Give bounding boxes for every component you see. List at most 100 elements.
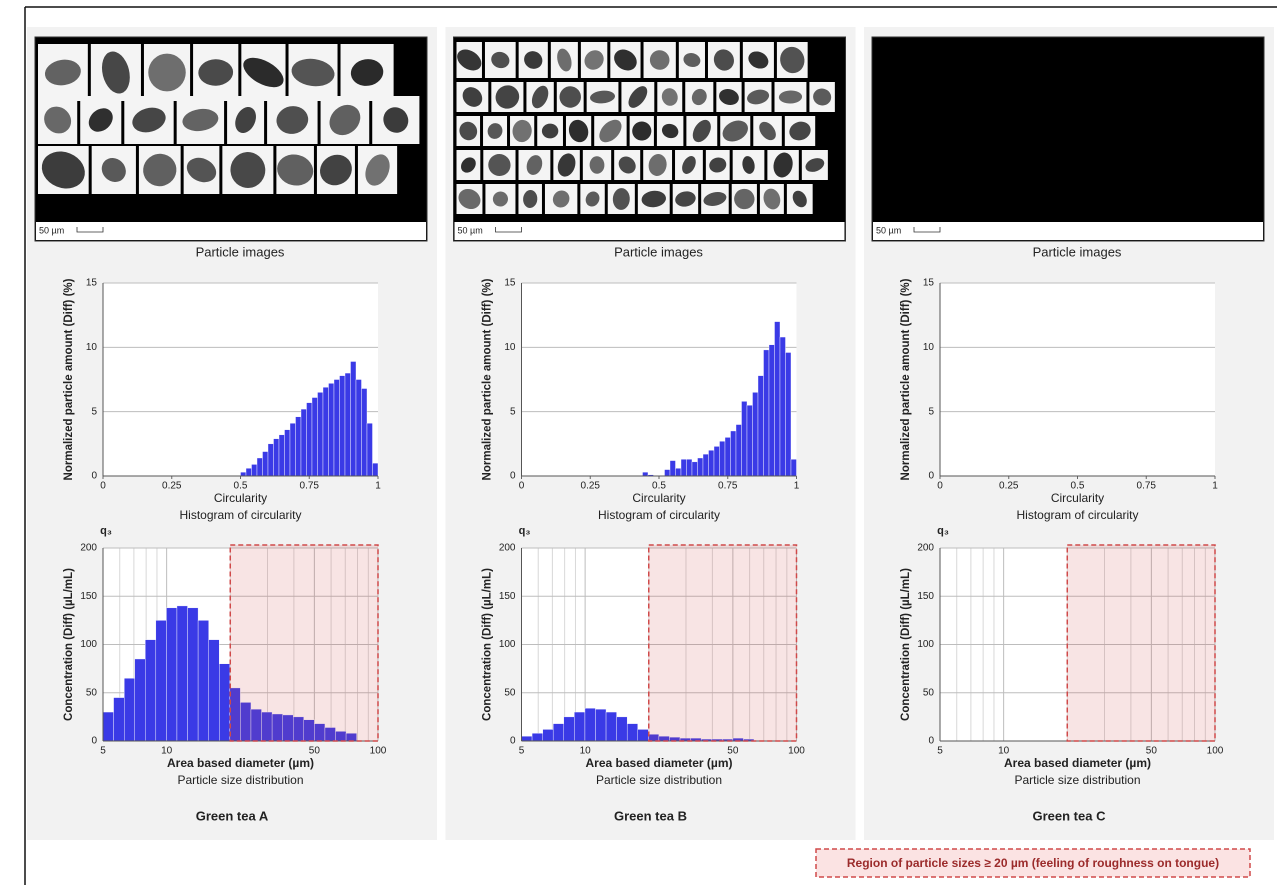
bar — [134, 658, 146, 742]
scale-bar — [913, 227, 941, 233]
bar — [251, 464, 258, 477]
bar — [702, 453, 709, 477]
bar — [145, 639, 157, 742]
y-tick-label: 0 — [510, 736, 516, 747]
bar — [328, 383, 335, 477]
particle — [461, 157, 476, 173]
y-tick-label: 150 — [917, 591, 934, 602]
particle — [557, 48, 572, 72]
bar — [664, 469, 671, 477]
bar — [339, 375, 346, 477]
y-axis-label: Concentration (Diff) (µL/mL) — [482, 568, 494, 721]
particle — [458, 188, 481, 210]
particle — [683, 52, 701, 68]
scale-bar — [76, 227, 104, 233]
x-tick-label: 0.5 — [234, 481, 248, 492]
bar — [124, 678, 135, 742]
bar — [300, 408, 307, 477]
x-axis-label: Circularity — [214, 491, 267, 505]
bar — [779, 336, 786, 477]
particle — [101, 51, 130, 94]
particle — [132, 107, 166, 133]
particle — [41, 151, 85, 189]
bar — [333, 379, 340, 477]
particle — [329, 104, 361, 136]
particle — [457, 49, 482, 71]
bar — [563, 716, 575, 742]
scale-bar — [495, 227, 522, 233]
particle — [559, 86, 581, 108]
y-tick-label: 5 — [510, 406, 516, 417]
bar — [752, 392, 759, 477]
bar — [521, 735, 533, 742]
chart-caption: Histogram of circularity — [1016, 508, 1138, 522]
particle — [526, 155, 543, 175]
x-tick-label: 100 — [370, 746, 387, 757]
x-tick-label: 0.5 — [1071, 481, 1085, 492]
particle — [759, 121, 776, 141]
x-tick-label: 5 — [100, 746, 106, 757]
particle — [584, 50, 604, 70]
x-tick-label: 0.75 — [718, 481, 738, 492]
particle — [531, 85, 549, 109]
particle — [713, 49, 734, 71]
scale-strip — [454, 222, 845, 240]
y-axis-label: Normalized particle amount (Diff) (%) — [900, 278, 912, 480]
bar — [763, 349, 770, 477]
y-axis-label: Normalized particle amount (Diff) (%) — [482, 278, 494, 480]
bar — [113, 697, 125, 742]
y-tick-label: 200 — [499, 543, 516, 554]
particle — [44, 106, 72, 134]
bar — [295, 416, 302, 477]
y-tick-label: 0 — [928, 471, 934, 482]
particle — [614, 49, 637, 71]
bar — [605, 711, 617, 742]
particle — [350, 59, 384, 86]
x-axis-label: Area based diameter (µm) — [586, 756, 733, 770]
particle — [459, 121, 478, 141]
scale-strip — [873, 222, 1263, 240]
particle — [612, 188, 630, 210]
y-tick-label: 15 — [504, 278, 516, 289]
bar — [240, 471, 247, 477]
highlight-region — [1066, 544, 1216, 742]
bar — [372, 462, 379, 477]
bar — [256, 457, 263, 477]
image-caption: Particle images — [196, 244, 285, 259]
bar — [187, 607, 199, 742]
x-tick-label: 0.25 — [581, 481, 601, 492]
scale-strip — [36, 222, 426, 240]
y-tick-label: 10 — [86, 342, 98, 353]
x-tick-label: 0.25 — [999, 481, 1019, 492]
particle — [198, 59, 234, 86]
bar — [267, 443, 274, 477]
y-tick-label: 100 — [499, 639, 516, 650]
particle — [599, 119, 622, 143]
panel-name: Green tea A — [196, 808, 269, 823]
particle — [661, 123, 679, 139]
bar — [746, 405, 753, 477]
y-tick-label: 15 — [923, 278, 935, 289]
bar — [757, 375, 764, 477]
highlight-region — [648, 544, 798, 742]
particle — [552, 190, 570, 208]
bar — [366, 423, 373, 477]
y-axis-label: Concentration (Diff) (µL/mL) — [63, 568, 75, 721]
particle — [813, 88, 832, 106]
particle — [585, 191, 600, 207]
particle — [291, 58, 335, 87]
particle — [462, 87, 483, 107]
bar — [730, 430, 737, 477]
x-tick-label: 1 — [1212, 481, 1218, 492]
particle — [383, 107, 409, 133]
bar — [542, 729, 554, 742]
y-tick-label: 150 — [499, 591, 516, 602]
bar — [311, 397, 318, 477]
particle — [682, 156, 696, 174]
particle — [101, 158, 126, 182]
bar — [278, 434, 285, 477]
x-axis-label: Circularity — [1051, 491, 1104, 505]
scale-label: 50 µm — [458, 225, 483, 235]
x-tick-label: 50 — [727, 746, 739, 757]
